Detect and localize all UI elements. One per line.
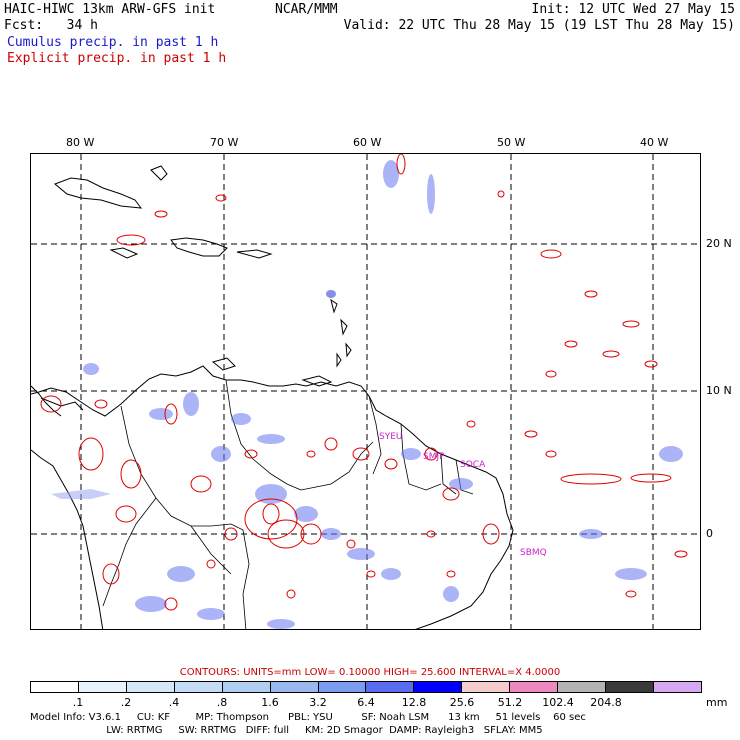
colorbar-cell xyxy=(606,682,654,692)
colorbar-tick: .1 xyxy=(72,696,84,709)
model-info: Model Info: V3.6.1 CU: KF MP: Thompson P… xyxy=(30,711,586,737)
explicit-legend: Explicit precip. in past 1 h xyxy=(7,51,227,66)
colorbar-cell xyxy=(366,682,415,692)
colorbar-tick: 12.8 xyxy=(401,696,427,709)
colorbar-tick: 51.2 xyxy=(497,696,523,709)
colorbar-cell xyxy=(222,682,271,692)
lat-lon-grid xyxy=(31,154,700,629)
cumulus-legend: Cumulus precip. in past 1 h xyxy=(7,35,219,50)
lat-label-10n: 10 N xyxy=(706,384,732,397)
colorbar-cell xyxy=(78,682,127,692)
center-label: NCAR/MMM xyxy=(275,2,338,17)
lat-label-20n: 20 N xyxy=(706,237,732,250)
colorbar-cell xyxy=(270,682,319,692)
colorbar-ticks: .1 .2 .4 .8 1.6 3.2 6.4 12.8 25.6 51.2 1… xyxy=(30,696,702,709)
model-title: HAIC-HIWC 13km ARW-GFS init xyxy=(4,2,216,17)
explicit-precip xyxy=(40,154,688,611)
lon-label-80w: 80 W xyxy=(66,136,95,149)
lon-label-40w: 40 W xyxy=(640,136,669,149)
init-time: Init: 12 UTC Wed 27 May 15 xyxy=(531,2,736,17)
colorbar-cell xyxy=(174,682,223,692)
station-label: SMJP xyxy=(423,452,445,462)
lon-label-60w: 60 W xyxy=(353,136,382,149)
station-label: SYEU xyxy=(379,432,403,442)
station-label: SOCA xyxy=(460,460,486,470)
colorbar-cell xyxy=(653,682,701,692)
forecast-hour: Fcst: 34 h xyxy=(4,18,98,33)
lon-label-50w: 50 W xyxy=(497,136,526,149)
precip-colorbar xyxy=(30,681,702,693)
colorbar-tick: .2 xyxy=(120,696,132,709)
colorbar-cell xyxy=(414,682,463,692)
station-label: SBMQ xyxy=(520,548,547,558)
colorbar-tick: 3.2 xyxy=(309,696,327,709)
colorbar-tick: 1.6 xyxy=(261,696,279,709)
colorbar-cell xyxy=(126,682,175,692)
model-info-line1: Model Info: V3.6.1 CU: KF MP: Thompson P… xyxy=(30,712,586,723)
precip-map xyxy=(30,153,701,630)
lat-label-0: 0 xyxy=(706,527,713,540)
model-info-line2: LW: RRTMG SW: RRTMG DIFF: full KM: 2D Sm… xyxy=(30,725,543,736)
colorbar-units: mm xyxy=(706,696,728,709)
map-svg xyxy=(31,154,700,629)
valid-time: Valid: 22 UTC Thu 28 May 15 (19 LST Thu … xyxy=(343,18,735,33)
colorbar-cell xyxy=(462,682,511,692)
colorbar-tick: 6.4 xyxy=(357,696,375,709)
contour-info: CONTOURS: UNITS=mm LOW= 0.10000 HIGH= 25… xyxy=(179,667,561,678)
colorbar-tick: 204.8 xyxy=(590,696,622,709)
colorbar-tick: .8 xyxy=(216,696,228,709)
lon-label-70w: 70 W xyxy=(210,136,239,149)
colorbar-cell xyxy=(318,682,367,692)
colorbar-tick: .4 xyxy=(168,696,180,709)
colorbar-cell xyxy=(31,682,79,692)
colorbar-cell xyxy=(558,682,607,692)
cumulus-precip xyxy=(51,160,683,629)
colorbar-tick: 102.4 xyxy=(542,696,574,709)
colorbar-cell xyxy=(510,682,559,692)
colorbar-tick: 25.6 xyxy=(449,696,475,709)
coastlines xyxy=(31,165,514,629)
